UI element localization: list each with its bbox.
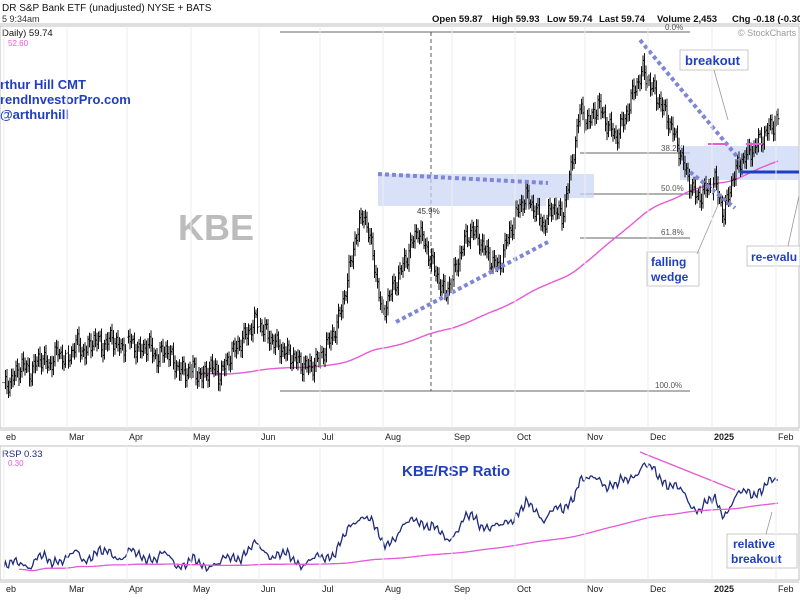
header-volume: Volume 2,453 xyxy=(657,14,717,25)
relative-pointer xyxy=(765,511,773,535)
header-change: Chg -0.18 (-0.30 xyxy=(732,14,800,25)
wedge-upper-line xyxy=(638,38,742,162)
x-tick-label: Mar xyxy=(69,432,85,442)
x-tick-label: Apr xyxy=(129,432,143,442)
x-tick-label: Jun xyxy=(261,584,276,594)
x-tick-label: Feb xyxy=(778,584,794,594)
x-tick-label: Dec xyxy=(650,584,667,594)
price-x-axis: eb Mar Apr May Jun Jul Aug Sep Oct Nov Dec 2025 Feb xyxy=(0,26,799,442)
ratio-line xyxy=(3,462,779,573)
header-date: 5 9:34am xyxy=(2,14,40,24)
moving-average-layer xyxy=(199,160,779,375)
triangle-bottom-line xyxy=(395,240,549,324)
breakout-pointer xyxy=(713,69,729,121)
retrace-label: 45.9% xyxy=(417,207,440,216)
legend-ratio: RSP 0.33 xyxy=(2,449,43,460)
author-site: rendInvestorPro.com xyxy=(0,92,131,107)
x-tick-label: Jul xyxy=(322,584,334,594)
x-tick-label: Oct xyxy=(517,584,532,594)
x-tick-label: Mar xyxy=(69,584,85,594)
relative-callout-1: relative xyxy=(733,537,775,551)
wedge-callout-1: falling xyxy=(651,255,686,269)
relative-callout-box xyxy=(726,533,798,569)
wedge-callout-2: wedge xyxy=(650,270,689,284)
price-panel-frame xyxy=(0,25,800,429)
reevaluate-callout-box xyxy=(746,245,800,267)
wedge-callout-box xyxy=(646,251,700,287)
fib-label-618: 61.8% xyxy=(661,228,684,237)
x-tick-label: 2025 xyxy=(714,432,734,442)
x-tick-label: eb xyxy=(6,584,16,594)
fib-label-382: 38.2% xyxy=(661,144,684,153)
moving-average-line xyxy=(199,160,779,375)
header-open: Open 59.87 xyxy=(432,14,483,25)
wedge-pointer xyxy=(696,204,719,255)
triangle-top-line xyxy=(377,172,549,185)
x-tick-label: Oct xyxy=(517,432,532,442)
ratio-layer xyxy=(3,451,779,573)
x-tick-label: Aug xyxy=(385,432,401,442)
fib-label-50: 50.0% xyxy=(661,184,684,193)
header-low: Low 59.74 xyxy=(547,14,593,25)
author-handle: @arthurhill xyxy=(0,107,69,122)
x-tick-label: Dec xyxy=(650,432,667,442)
x-tick-label: Jul xyxy=(322,432,334,442)
legend-ma: 52.60 xyxy=(8,39,29,48)
price-bar xyxy=(776,108,780,125)
breakout-callout: breakout xyxy=(685,53,741,68)
x-tick-label: Apr xyxy=(129,584,143,594)
ratio-trendline xyxy=(639,451,736,491)
legend-ratio-ma: 0.30 xyxy=(8,459,24,468)
header-title: DR S&P Bank ETF (unadjusted) NYSE + BATS xyxy=(2,3,212,14)
watermark: © StockCharts xyxy=(738,28,797,38)
ratio-title: KBE/RSP Ratio xyxy=(402,463,510,480)
reevaluate-callout: re-evalu xyxy=(751,250,797,264)
x-tick-label: Nov xyxy=(587,584,604,594)
relative-callout-2: breakout xyxy=(731,552,782,566)
x-tick-label: eb xyxy=(6,432,16,442)
x-tick-label: Jun xyxy=(261,432,276,442)
x-tick-label: Sep xyxy=(454,584,470,594)
x-tick-label: May xyxy=(193,584,211,594)
ticker-label: KBE xyxy=(178,207,254,248)
fib-label-100: 100.0% xyxy=(655,381,682,390)
ratio-ma-line xyxy=(19,502,779,572)
legend-price: Daily) 59.74 xyxy=(2,28,53,39)
x-tick-label: Nov xyxy=(587,432,604,442)
header-high: High 59.93 xyxy=(492,14,540,25)
fib-label-0: 0.0% xyxy=(665,23,683,32)
price-bars-layer xyxy=(2,53,780,398)
ratio-x-axis: eb Mar Apr May Jun Jul Aug Sep Oct Nov Dec 2025 Feb xyxy=(0,446,799,594)
author-name: rthur Hill CMT xyxy=(0,77,86,92)
x-tick-label: Aug xyxy=(385,584,401,594)
x-tick-label: Feb xyxy=(778,432,794,442)
x-tick-label: May xyxy=(193,432,211,442)
x-tick-label: 2025 xyxy=(714,584,734,594)
reevaluate-pointer xyxy=(787,195,800,247)
header-last: Last 59.74 xyxy=(599,14,646,25)
x-tick-label: Sep xyxy=(454,432,470,442)
